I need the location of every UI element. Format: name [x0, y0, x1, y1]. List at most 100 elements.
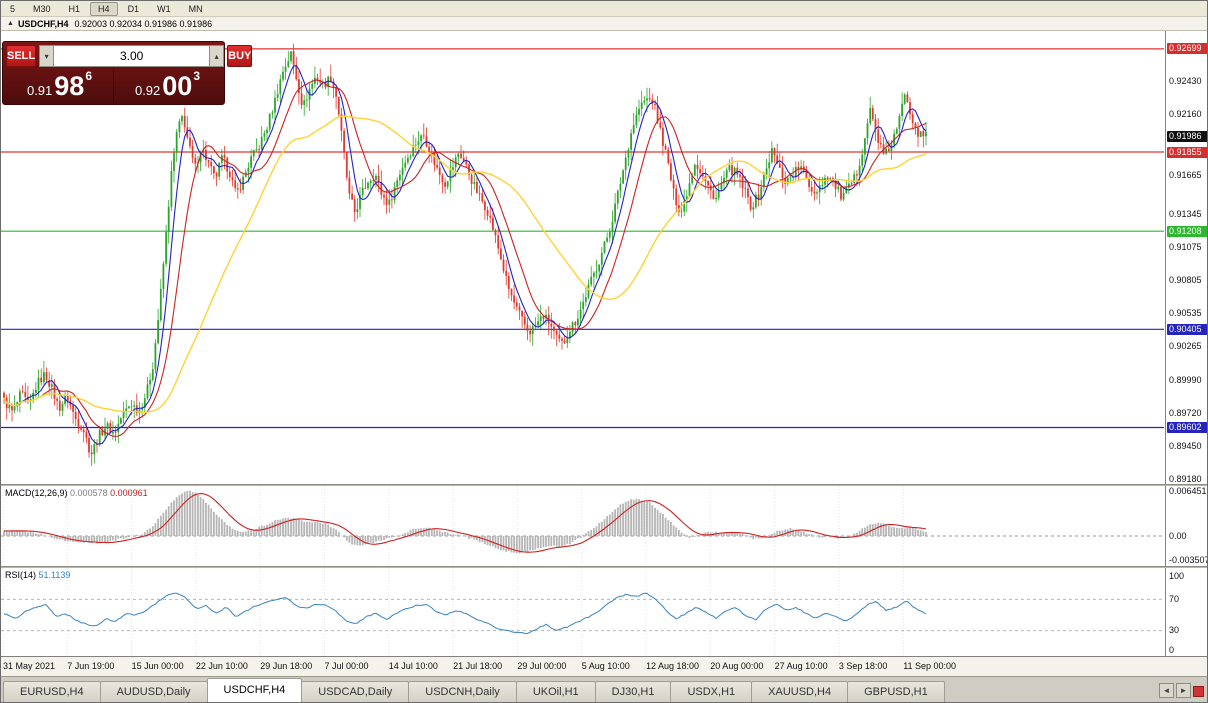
- sell-price-big-digits: 98: [54, 71, 85, 101]
- time-tick-label: 11 Sep 00:00: [903, 661, 957, 671]
- chart-tab-usdcad[interactable]: USDCAD,Daily: [301, 681, 410, 702]
- rsi-tick-label: 0: [1169, 645, 1175, 655]
- macd-main-value: 0.000578: [70, 488, 108, 498]
- price-tick-label: 0.91075: [1169, 241, 1202, 252]
- chart-tab-audusd[interactable]: AUDUSD,Daily: [99, 681, 208, 702]
- macd-tick-label: 0.00: [1169, 530, 1187, 541]
- time-tick-label: 5 Aug 10:00: [581, 661, 630, 671]
- timeframe-toolbar: 5 M30 H1 H4 D1 W1 MN: [1, 1, 1207, 17]
- timeframe-button-h1[interactable]: H1: [68, 3, 81, 14]
- price-tick-label: 0.91855: [1167, 146, 1207, 158]
- volume-decrease-button[interactable]: ▾: [39, 45, 55, 67]
- chart-tab-eurusd[interactable]: EURUSD,H4: [3, 681, 101, 702]
- main-chart-pane: 0.92699 0.92430 0.92160 0.91986 0.91855 0.916…: [1, 31, 1207, 484]
- timeframe-button-h4[interactable]: H4: [90, 1, 118, 16]
- chart-tab-usdchf[interactable]: USDCHF,H4: [206, 678, 303, 702]
- chart-tab-gbpusd[interactable]: GBPUSD,H1: [847, 681, 945, 702]
- timeframe-button-m30[interactable]: M30: [33, 3, 51, 14]
- price-tick-label: 0.89720: [1169, 407, 1202, 418]
- chart-symbol-label: USDCHF,H4: [17, 18, 69, 29]
- timeframe-button-d1[interactable]: D1: [127, 3, 140, 14]
- macd-name: MACD(12,26,9): [5, 488, 68, 498]
- pane-splitter[interactable]: [1, 566, 1207, 568]
- time-tick-label: 20 Aug 00:00: [710, 661, 764, 671]
- buy-price-superscript: 3: [193, 69, 201, 83]
- status-indicator: [1193, 686, 1204, 697]
- macd-tick-label: -0.003507: [1169, 555, 1208, 565]
- time-tick-label: 27 Aug 10:00: [774, 661, 828, 671]
- buy-price-big-digits: 00: [162, 71, 193, 101]
- rsi-axis[interactable]: 100 70 30 0: [1165, 568, 1207, 656]
- main-chart-canvas[interactable]: [1, 31, 1164, 484]
- chart-tab-usdcnh[interactable]: USDCNH,Daily: [408, 681, 517, 702]
- timeframe-button-5[interactable]: 5: [10, 3, 16, 14]
- tabs-scroll-right-button[interactable]: ►: [1176, 683, 1191, 698]
- pane-splitter[interactable]: [1, 484, 1207, 486]
- rsi-tick-label: 70: [1169, 593, 1180, 604]
- current-price-label: 0.91986: [1167, 130, 1207, 142]
- time-tick-label: 31 May 2021: [3, 661, 56, 671]
- macd-tick-label: 0.006451: [1169, 486, 1207, 496]
- time-tick-label: 21 Jul 18:00: [453, 661, 503, 671]
- chart-tab-usdx[interactable]: USDX,H1: [670, 681, 753, 702]
- macd-axis[interactable]: 0.006451 0.00 -0.003507: [1165, 486, 1208, 566]
- volume-input[interactable]: [54, 45, 210, 67]
- timeframe-button-w1[interactable]: W1: [157, 3, 171, 14]
- price-tick-label: 0.91665: [1169, 169, 1202, 180]
- time-tick-label: 7 Jul 00:00: [324, 661, 369, 671]
- price-tick-label: 0.91345: [1169, 208, 1202, 219]
- rsi-label: RSI(14) 51.1139: [5, 570, 70, 580]
- price-tick-label: 0.89990: [1169, 374, 1202, 385]
- time-tick-label: 12 Aug 18:00: [646, 661, 700, 671]
- time-axis[interactable]: 31 May 2021 7 Jun 19:00 15 Jun 00:00 22 Jun…: [1, 656, 1207, 676]
- timeframe-button-mn[interactable]: MN: [188, 3, 203, 14]
- chart-tab-xauusd[interactable]: XAUUSD,H4: [751, 681, 849, 702]
- time-tick-label: 29 Jun 18:00: [260, 661, 313, 671]
- buy-button[interactable]: BUY: [227, 45, 253, 67]
- rsi-value: 51.1139: [38, 570, 71, 580]
- sell-price-button[interactable]: 0.91 98 6: [6, 69, 113, 102]
- price-tick-label: 0.92699: [1167, 43, 1207, 55]
- rsi-name: RSI(14): [5, 570, 37, 580]
- sell-price-superscript: 6: [85, 69, 93, 83]
- rsi-canvas[interactable]: [1, 568, 1164, 656]
- price-tick-label: 0.90805: [1169, 274, 1202, 285]
- macd-signal-value: 0.000961: [110, 488, 148, 498]
- one-click-trading-panel: SELL ▾ ▴ BUY 0.91 98 6 0.92 00 3: [2, 41, 253, 105]
- price-tick-label: 0.91208: [1167, 225, 1207, 237]
- chart-tab-dj30[interactable]: DJ30,H1: [594, 681, 672, 702]
- price-tick-label: 0.90265: [1169, 340, 1202, 351]
- rsi-pane: RSI(14) 51.1139 100 70 30 0: [1, 568, 1207, 656]
- price-tick-label: 0.90405: [1167, 323, 1207, 335]
- time-tick-label: 7 Jun 19:00: [67, 661, 115, 671]
- time-tick-label: 3 Sep 18:00: [838, 661, 888, 671]
- chart-tab-bar: EURUSD,H4 AUDUSD,Daily USDCHF,H4 USDCAD,Dai…: [1, 676, 1207, 702]
- price-tick-label: 0.92160: [1169, 109, 1202, 120]
- price-tick-label: 0.92430: [1169, 76, 1202, 87]
- price-tick-label: 0.89450: [1169, 440, 1202, 451]
- time-tick-label: 29 Jul 00:00: [517, 661, 567, 671]
- chart-ohlc-values: 0.92003 0.92034 0.91986 0.91986: [74, 18, 213, 29]
- tab-scroll-arrows: ◄ ►: [1159, 683, 1191, 698]
- price-tick-label: 0.90535: [1169, 307, 1202, 318]
- rsi-tick-label: 100: [1169, 570, 1185, 581]
- sell-button[interactable]: SELL: [6, 45, 37, 67]
- rsi-tick-label: 30: [1169, 625, 1180, 636]
- time-tick-label: 22 Jun 10:00: [195, 661, 248, 671]
- macd-label: MACD(12,26,9) 0.000578 0.000961: [5, 488, 148, 498]
- chart-tab-ukoil[interactable]: UKOil,H1: [515, 681, 596, 702]
- volume-increase-button[interactable]: ▴: [209, 45, 225, 67]
- tabs-scroll-left-button[interactable]: ◄: [1159, 683, 1174, 698]
- volume-spinner: ▾ ▴: [39, 45, 225, 67]
- macd-canvas[interactable]: [1, 486, 1164, 566]
- time-tick-label: 15 Jun 00:00: [131, 661, 184, 671]
- sell-price-prefix: 0.91: [26, 83, 53, 98]
- time-tick-label: 14 Jul 10:00: [388, 661, 438, 671]
- price-tick-label: 0.89602: [1167, 422, 1207, 433]
- buy-price-prefix: 0.92: [134, 83, 161, 98]
- price-axis[interactable]: 0.92699 0.92430 0.92160 0.91986 0.91855 0.916…: [1165, 31, 1207, 484]
- chart-title-bar: ▲ USDCHF,H4 0.92003 0.92034 0.91986 0.91…: [1, 17, 1207, 31]
- chart-collapse-icon[interactable]: ▲: [7, 20, 14, 27]
- buy-price-button[interactable]: 0.92 00 3: [113, 69, 221, 102]
